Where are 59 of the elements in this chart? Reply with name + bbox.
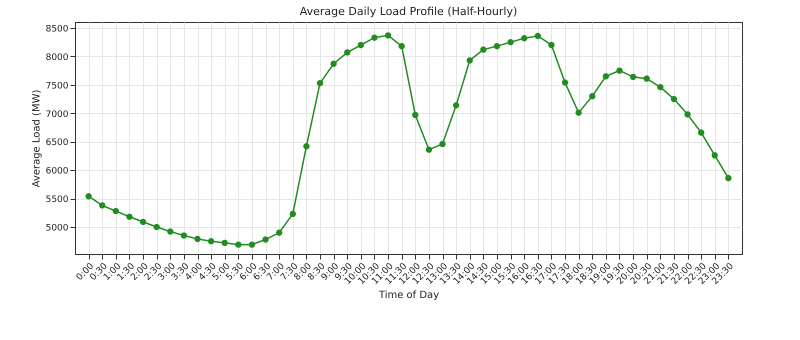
point — [290, 210, 296, 218]
point — [616, 67, 623, 74]
point — [126, 214, 133, 220]
point — [548, 42, 555, 48]
chart-title: Average Daily Load Profile (Half-Hourly) — [300, 5, 518, 18]
point — [466, 57, 473, 64]
y-tick-label: 6500 — [46, 138, 69, 148]
point — [657, 84, 664, 90]
point — [330, 60, 337, 67]
point — [644, 75, 650, 82]
y-tick-label: 6000 — [46, 166, 69, 177]
point — [670, 96, 678, 102]
point — [112, 208, 119, 214]
point — [725, 174, 732, 182]
point — [276, 230, 282, 236]
point — [507, 39, 514, 46]
point — [140, 218, 146, 226]
x-axis-title: Time of Day — [378, 290, 440, 302]
point — [398, 43, 405, 50]
y-tick-label: 7500 — [46, 81, 69, 92]
point — [235, 241, 242, 248]
point — [384, 32, 392, 39]
point — [180, 232, 188, 239]
point — [316, 80, 324, 86]
point — [344, 49, 350, 56]
point — [208, 238, 214, 244]
point — [248, 241, 256, 248]
y-tick-label: 5500 — [46, 195, 69, 206]
point — [589, 93, 596, 100]
point — [262, 236, 269, 243]
y-axis-title: Average Load (MW) — [32, 90, 43, 188]
point — [698, 129, 704, 136]
point — [712, 152, 718, 158]
point — [167, 228, 174, 235]
point — [99, 202, 106, 209]
point — [154, 224, 160, 230]
point — [85, 193, 92, 200]
point — [439, 140, 446, 148]
point — [494, 43, 500, 50]
point — [452, 102, 460, 108]
point — [194, 236, 201, 242]
y-tick-label: 5000 — [46, 223, 69, 234]
point — [575, 110, 582, 116]
point — [358, 42, 364, 48]
y-tick-label: 8500 — [46, 24, 69, 34]
point — [303, 143, 310, 150]
point — [222, 240, 228, 246]
point — [684, 111, 691, 118]
point — [371, 34, 378, 41]
point — [562, 79, 568, 86]
point — [426, 146, 432, 153]
y-tick-label: 7000 — [46, 110, 69, 120]
y-tick-label: 8000 — [46, 52, 69, 63]
point — [534, 32, 541, 40]
point — [602, 73, 610, 80]
point — [412, 112, 418, 118]
point — [630, 74, 636, 80]
point — [521, 35, 528, 42]
point — [480, 46, 487, 53]
